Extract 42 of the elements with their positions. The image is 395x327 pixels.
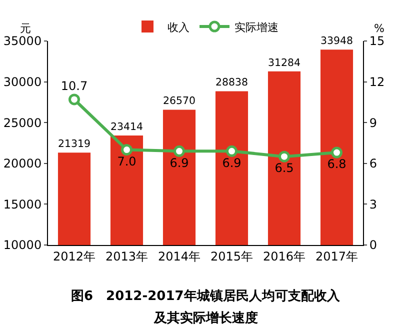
data-label: 26570	[162, 96, 196, 108]
y2-tick-label: 0	[369, 238, 378, 252]
y2-tick-label: 3	[369, 197, 378, 212]
x-tick-label: 2014年	[158, 249, 201, 264]
y2-axis-title: %	[374, 22, 384, 35]
y2-tick-label: 6	[369, 156, 378, 171]
legend-label: 实际增速	[234, 20, 278, 34]
data-label: 6.5	[274, 161, 294, 176]
y2-tick-label: 9	[369, 116, 378, 130]
data-label: 7.0	[117, 154, 136, 168]
data-label: 6.8	[327, 157, 346, 172]
text: 及其实际增长速度	[153, 310, 258, 326]
data-label: 21319	[58, 139, 91, 150]
data-label: 33948	[320, 36, 354, 48]
point	[226, 145, 238, 157]
y-tick-label: 10000	[3, 238, 42, 252]
y-tick-label: 15000	[3, 197, 42, 212]
data-label: 31284	[268, 58, 301, 69]
x-tick-label: 2015年	[210, 249, 254, 264]
data-label: 23414	[110, 122, 144, 133]
x-tick-label: 2013年	[105, 249, 148, 264]
data-label: 6.9	[170, 156, 189, 170]
point	[174, 145, 185, 157]
y-tick-label: 25000	[3, 116, 42, 130]
text: 图6 2012-2017年城镇居民人均可支配收入	[71, 288, 341, 304]
y-tick-label: 20000	[3, 156, 42, 171]
legend-label: 收入	[168, 20, 190, 34]
point	[331, 146, 342, 158]
data-label: 10.7	[60, 78, 88, 93]
point	[121, 144, 132, 156]
data-label: 6.9	[222, 156, 242, 170]
point	[68, 94, 80, 106]
y2-tick-label: 12	[369, 75, 385, 89]
x-tick-label: 2012年	[52, 249, 96, 264]
point	[278, 150, 290, 162]
y-tick-label: 30000	[3, 75, 42, 89]
x-tick-label: 2017年	[315, 249, 358, 264]
y-tick-label: 35000	[3, 34, 42, 48]
y2-tick-label: 15	[369, 34, 385, 48]
data-label: 28838	[215, 78, 248, 89]
x-tick-label: 2016年	[262, 249, 306, 264]
y-axis-title: 元	[20, 22, 31, 35]
